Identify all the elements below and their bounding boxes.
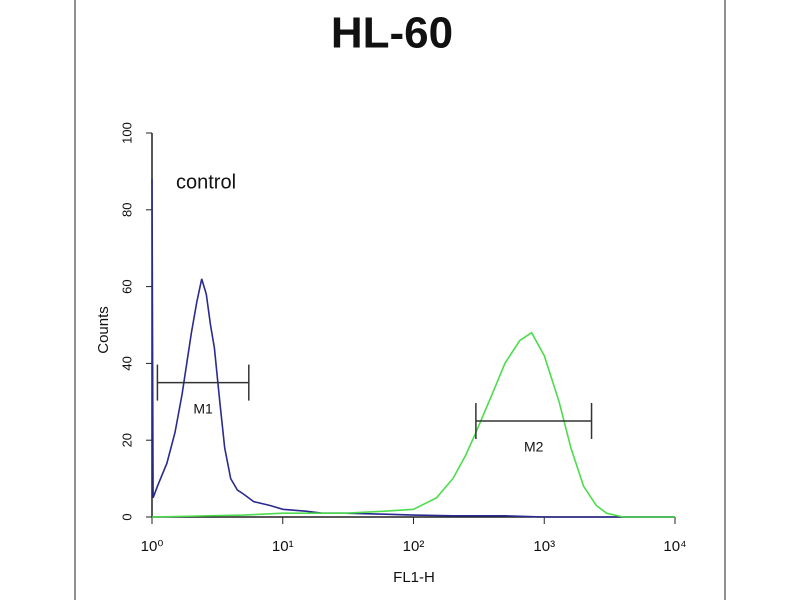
y-tick-label: 100 [119, 122, 134, 144]
x-axis-label: FL1-H [393, 569, 435, 586]
chart-title: HL-60 [331, 9, 453, 58]
histogram-line [151, 331, 675, 518]
y-tick-label: 60 [119, 279, 134, 293]
x-tick-label: 10⁰ [141, 538, 164, 555]
gate-label: M1 [193, 400, 213, 416]
x-tick-label: 10² [403, 538, 425, 555]
y-tick-label: 20 [119, 433, 134, 447]
x-tick-label: 10¹ [272, 538, 294, 555]
x-tick-label: 10⁴ [663, 538, 686, 555]
y-axis-label: Counts [95, 306, 112, 354]
y-tick-label: 0 [119, 513, 134, 520]
gate-label: M2 [524, 439, 544, 455]
x-tick-label: 10³ [533, 538, 555, 555]
y-tick-label: 40 [119, 356, 134, 370]
annotation: control [176, 171, 236, 193]
histogram-line [151, 179, 675, 518]
y-tick-label: 80 [119, 203, 134, 217]
